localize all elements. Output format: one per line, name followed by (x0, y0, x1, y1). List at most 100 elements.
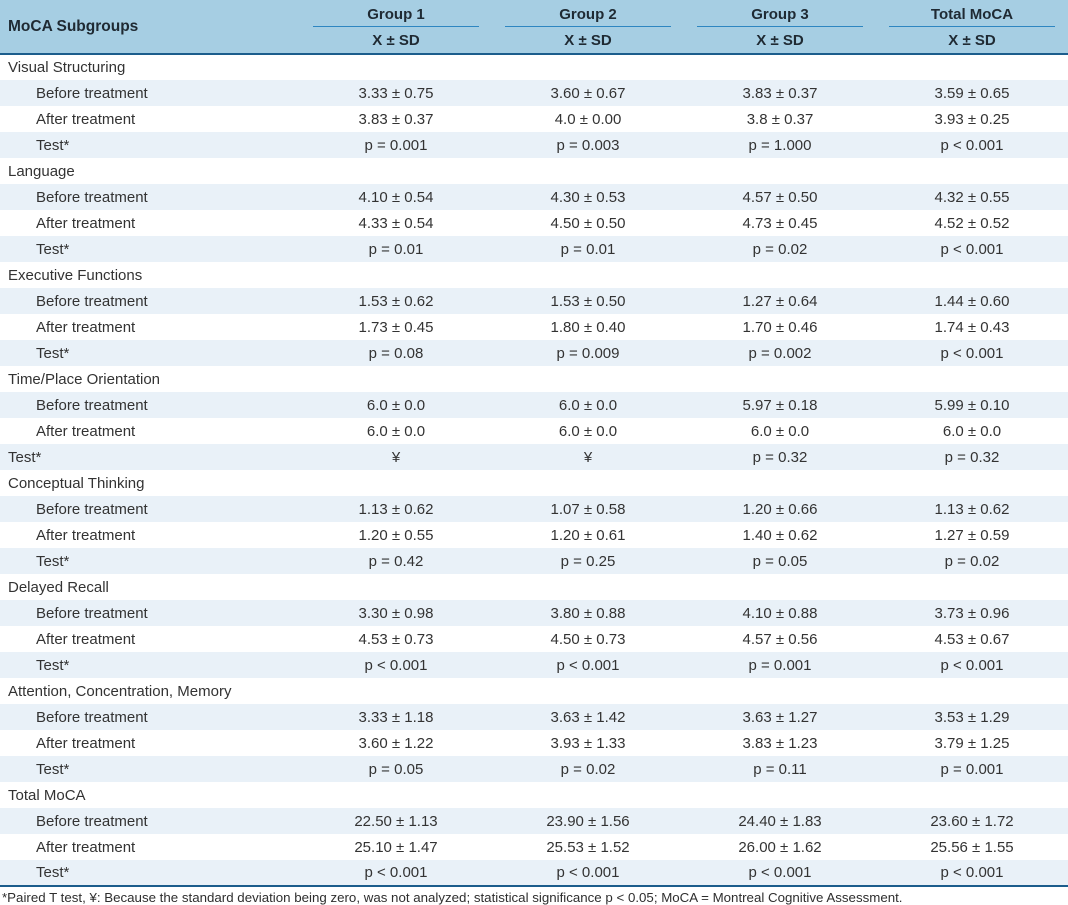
data-row: After treatment 1.20 ± 0.55 1.20 ± 0.61 1.4… (0, 522, 1068, 548)
value-cell: 3.33 ± 1.18 (358, 708, 434, 726)
row-label: After treatment (36, 214, 136, 232)
total-moca-label: Total MoCA (889, 2, 1055, 27)
value-cell: 1.27 ± 0.64 (742, 292, 818, 310)
data-row: Before treatment 3.33 ± 1.18 3.63 ± 1.42 3.… (0, 704, 1068, 730)
value-cell: p = 0.02 (560, 760, 616, 778)
value-cell: 24.40 ± 1.83 (738, 812, 822, 830)
section-name: Visual Structuring (8, 59, 126, 76)
data-row: Before treatment 3.33 ± 0.75 3.60 ± 0.67 3.… (0, 80, 1068, 106)
row-label: Test* (36, 344, 70, 362)
value-cell: p < 0.001 (556, 864, 620, 881)
row-label: Test* (36, 760, 70, 778)
value-cell: p = 0.32 (944, 448, 1000, 466)
row-label: Test* (36, 864, 70, 881)
row-label: Before treatment (36, 604, 148, 622)
row-label: Test* (36, 552, 70, 570)
value-cell: 4.32 ± 0.55 (934, 188, 1010, 206)
section-name: Attention, Concentration, Memory (8, 682, 232, 700)
value-cell: 1.44 ± 0.60 (934, 292, 1010, 310)
value-cell: 6.0 ± 0.0 (942, 422, 1002, 440)
value-cell: 1.53 ± 0.62 (358, 292, 434, 310)
value-cell: p = 0.002 (748, 344, 812, 362)
subheader-row: X ± SD X ± SD X ± SD X ± SD (0, 28, 1068, 55)
value-cell: p < 0.001 (940, 344, 1004, 362)
row-label: After treatment (36, 630, 136, 648)
value-cell: 3.79 ± 1.25 (934, 734, 1010, 752)
section-row: Total MoCA (0, 782, 1068, 808)
section-row: Time/Place Orientation (0, 366, 1068, 392)
data-row: Before treatment 3.30 ± 0.98 3.80 ± 0.88 4.… (0, 600, 1068, 626)
table-header: MoCA Subgroups Group 1 Group 2 Group 3 T… (0, 0, 1068, 55)
data-row: Test* ¥ ¥ p = 0.32 p = 0.32 (0, 444, 1068, 470)
value-cell: 6.0 ± 0.0 (558, 422, 618, 440)
value-cell: 4.33 ± 0.54 (358, 214, 434, 232)
value-cell: p = 0.42 (368, 552, 424, 570)
value-cell: p < 0.001 (364, 656, 428, 674)
data-row: Test* p = 0.01 p = 0.01 p = 0.02 p < 0.001 (0, 236, 1068, 262)
data-row: Before treatment 4.10 ± 0.54 4.30 ± 0.53 4.… (0, 184, 1068, 210)
value-cell: p = 0.009 (556, 344, 620, 362)
group1-label: Group 1 (313, 2, 479, 27)
data-row: After treatment 6.0 ± 0.0 6.0 ± 0.0 6.0 ± 0… (0, 418, 1068, 444)
row-label: Before treatment (36, 708, 148, 726)
table-body: Visual Structuring Before treatment 3.33 ±… (0, 54, 1068, 886)
value-cell: 4.30 ± 0.53 (550, 188, 626, 206)
value-cell: p < 0.001 (940, 240, 1004, 258)
section-row: Delayed Recall (0, 574, 1068, 600)
value-cell: p = 0.25 (560, 552, 616, 570)
value-cell: p = 0.003 (556, 136, 620, 154)
group3-label: Group 3 (697, 2, 863, 27)
value-cell: 1.73 ± 0.45 (358, 318, 434, 336)
section-name: Executive Functions (8, 266, 143, 284)
value-cell: p < 0.001 (364, 864, 428, 881)
value-cell: 4.50 ± 0.73 (550, 630, 626, 648)
value-cell: 1.13 ± 0.62 (358, 500, 434, 518)
group-header-row: MoCA Subgroups Group 1 Group 2 Group 3 T… (0, 0, 1068, 55)
value-cell: 4.10 ± 0.54 (358, 188, 434, 206)
data-row: After treatment 3.60 ± 1.22 3.93 ± 1.33 3.8… (0, 730, 1068, 756)
value-cell: 6.0 ± 0.0 (558, 396, 618, 414)
row-label: Before treatment (36, 812, 148, 830)
value-cell: p = 0.02 (944, 552, 1000, 570)
section-name: Time/Place Orientation (8, 370, 161, 388)
value-cell: 4.57 ± 0.56 (742, 630, 818, 648)
section-row: Executive Functions (0, 262, 1068, 288)
section-row: Visual Structuring (0, 54, 1068, 80)
value-cell: 25.10 ± 1.47 (354, 838, 438, 856)
row-label: Test* (36, 240, 70, 258)
value-cell: 1.20 ± 0.61 (550, 526, 626, 544)
row-label: After treatment (36, 422, 136, 440)
value-cell: 6.0 ± 0.0 (750, 422, 810, 440)
section-row: Conceptual Thinking (0, 470, 1068, 496)
row-label: After treatment (36, 734, 136, 752)
row-label: After treatment (36, 838, 136, 856)
value-cell: 26.00 ± 1.62 (738, 838, 822, 856)
value-cell: 4.53 ± 0.67 (934, 630, 1010, 648)
column-header-total: Total MoCA (876, 0, 1068, 28)
value-cell: p < 0.001 (556, 656, 620, 674)
value-cell: p = 0.01 (368, 240, 424, 258)
value-cell: 25.53 ± 1.52 (546, 838, 630, 856)
data-row: Before treatment 1.13 ± 0.62 1.07 ± 0.58 1.… (0, 496, 1068, 522)
subheader-group1: X ± SD (300, 28, 492, 55)
data-row: After treatment 4.33 ± 0.54 4.50 ± 0.50 4.7… (0, 210, 1068, 236)
value-cell: 3.93 ± 1.33 (550, 734, 626, 752)
value-cell: ¥ (583, 448, 593, 466)
value-cell: p = 0.11 (753, 760, 807, 778)
subheader-group3: X ± SD (684, 28, 876, 55)
data-row: Before treatment 22.50 ± 1.13 23.90 ± 1.56… (0, 808, 1068, 834)
data-row: After treatment 25.10 ± 1.47 25.53 ± 1.52 2… (0, 834, 1068, 860)
value-cell: 23.60 ± 1.72 (930, 812, 1014, 830)
value-cell: 3.63 ± 1.27 (742, 708, 818, 726)
value-cell: 5.99 ± 0.10 (934, 396, 1010, 414)
footnote: *Paired T test, ¥: Because the standard … (0, 885, 1068, 905)
data-row: Test* p = 0.05 p = 0.02 p = 0.11 p = 0.001 (0, 756, 1068, 782)
value-cell: 1.53 ± 0.50 (550, 292, 626, 310)
value-cell: p = 0.08 (368, 344, 424, 362)
value-cell: ¥ (391, 448, 401, 466)
value-cell: 1.20 ± 0.66 (742, 500, 818, 518)
value-cell: 3.53 ± 1.29 (934, 708, 1010, 726)
value-cell: p = 0.001 (364, 136, 428, 154)
value-cell: p = 0.001 (940, 760, 1004, 778)
